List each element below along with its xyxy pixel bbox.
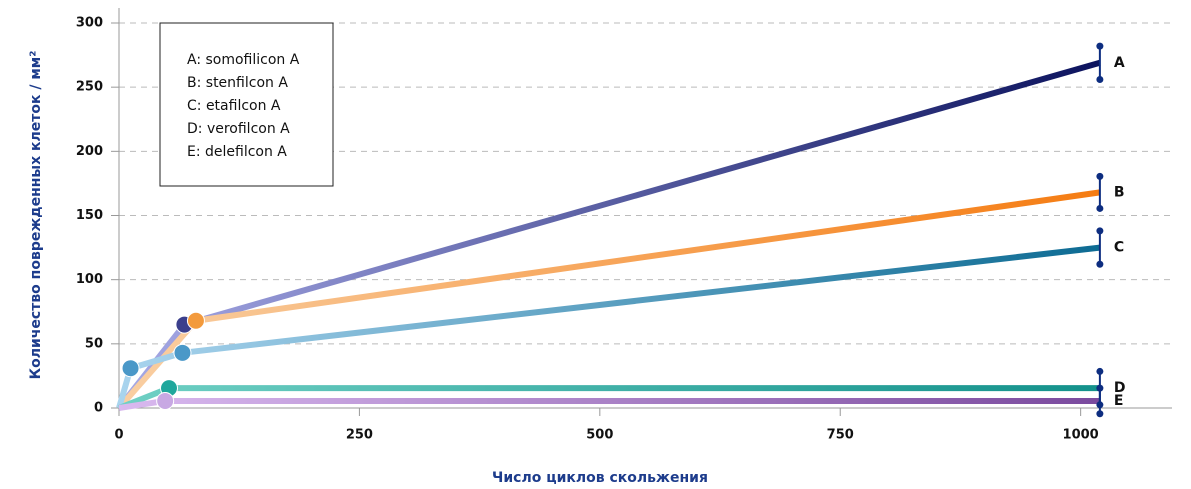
error-cap [1096,384,1104,392]
point [156,391,175,410]
legend-entry: C: etafilcon A [187,98,281,114]
error-cap [1096,260,1104,268]
error-cap [1096,172,1104,180]
x-tick-label: 0 [114,428,123,443]
series-label: D [1114,380,1126,396]
y-tick-label: 150 [76,208,103,223]
error-cap [1096,75,1104,83]
series-label: A [1114,55,1125,71]
y-tick-label: 300 [76,16,103,31]
error-cap [1096,204,1104,212]
y-tick-label: 0 [94,401,103,416]
error-cap [1096,410,1104,418]
x-tick-label: 750 [827,428,854,443]
series-line [118,397,1100,411]
legend-entry: E: delefilcon A [187,144,287,160]
error-cap [1096,42,1104,50]
series-label: C [1114,240,1124,256]
legend-entry: A: somofilicon A [187,52,300,68]
error-cap [1096,367,1104,375]
y-tick-label: 250 [76,80,103,95]
series-line [116,244,1101,409]
error-cap [1096,227,1104,235]
x-tick-label: 250 [346,428,373,443]
x-axis-title: Число циклов скольжения [492,470,708,486]
point [121,359,140,378]
y-tick-label: 200 [76,144,103,159]
legend-entry: D: verofilcon A [187,121,290,137]
legend-entry: B: stenfilcon A [187,75,288,91]
point [173,343,192,362]
legend-box [159,22,334,187]
x-tick-label: 1000 [1063,428,1099,443]
series-label: E [1114,393,1124,409]
point [186,311,205,330]
y-axis-title: Количество поврежденных клеток / мм² [28,51,44,380]
y-tick-label: 100 [76,272,103,287]
series-label: B [1114,184,1125,200]
y-tick-label: 50 [85,336,103,351]
x-tick-label: 500 [586,428,613,443]
